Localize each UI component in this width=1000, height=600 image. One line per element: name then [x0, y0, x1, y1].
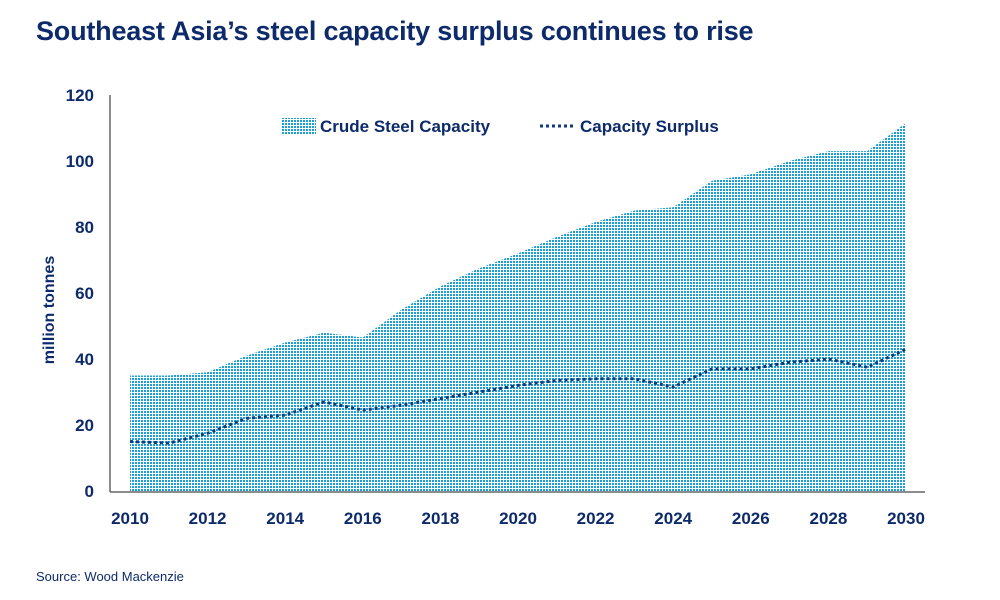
y-tick-label: 60 — [75, 284, 94, 303]
y-tick-label: 120 — [66, 86, 94, 105]
x-tick-label: 2010 — [111, 509, 149, 528]
x-tick-label: 2026 — [732, 509, 770, 528]
legend: Crude Steel Capacity Capacity Surplus — [282, 117, 719, 136]
x-tick-label: 2022 — [577, 509, 615, 528]
x-tick-label: 2016 — [344, 509, 382, 528]
capacity-area — [130, 123, 906, 492]
surplus-line — [129, 347, 907, 445]
chart-title: Southeast Asia’s steel capacity surplus … — [36, 16, 754, 46]
legend-label-capacity: Crude Steel Capacity — [320, 117, 491, 136]
x-tick-label: 2014 — [266, 509, 304, 528]
x-tick-label: 2024 — [654, 509, 692, 528]
x-tick-label: 2030 — [887, 509, 925, 528]
x-tick-label: 2020 — [499, 509, 537, 528]
legend-label-surplus: Capacity Surplus — [580, 117, 719, 136]
y-tick-label: 0 — [85, 482, 94, 501]
y-tick-label: 100 — [66, 152, 94, 171]
legend-swatch-capacity — [282, 118, 316, 134]
y-tick-label: 80 — [75, 218, 94, 237]
y-axis-label: million tonnes — [41, 256, 58, 365]
y-tick-label: 20 — [75, 416, 94, 435]
x-tick-label: 2018 — [421, 509, 459, 528]
source-note: Source: Wood Mackenzie — [36, 569, 184, 584]
x-tick-label: 2028 — [809, 509, 847, 528]
y-tick-label: 40 — [75, 350, 94, 369]
x-tick-label: 2012 — [189, 509, 227, 528]
